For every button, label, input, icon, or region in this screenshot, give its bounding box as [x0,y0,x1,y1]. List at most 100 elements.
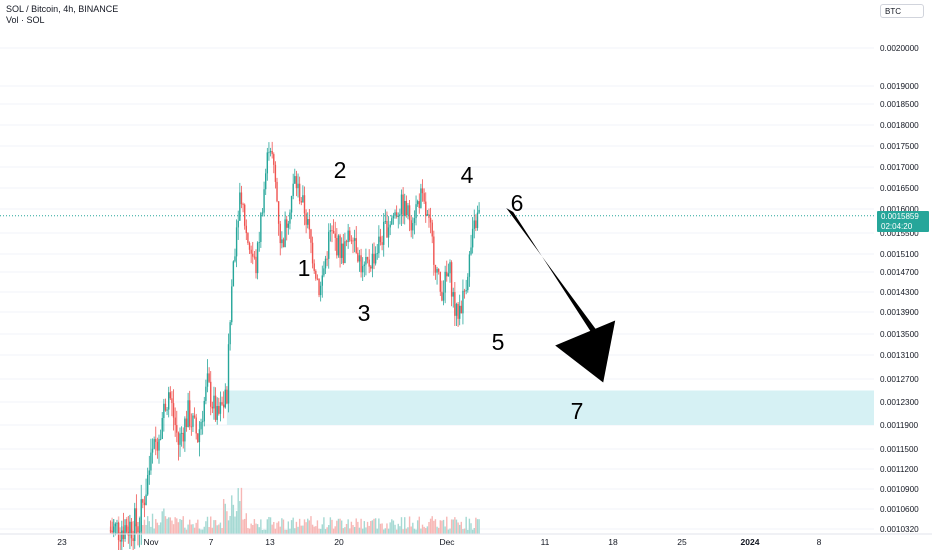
candle-body-99 [269,150,272,153]
candle-body-133 [324,258,327,269]
volume-bar-41 [176,518,178,534]
candle-body-62 [210,381,212,407]
volume-bar-78 [235,511,238,534]
candle-body-24 [148,470,150,476]
candle-body-89 [253,256,256,258]
volume-bar-141 [337,518,340,534]
candle-body-65 [214,395,217,420]
volume-bar-109 [286,529,288,534]
candle-body-96 [265,173,267,190]
volume-bar-210 [449,528,451,534]
volume-bar-186 [410,526,412,534]
candle-body-85 [247,233,249,243]
candle-body-131 [321,275,323,286]
candle-body-157 [363,264,366,267]
candle-body-194 [423,193,425,202]
candle-body-212 [452,292,454,297]
volume-bar-222 [468,518,471,534]
volume-bar-154 [358,527,361,534]
candle-body-200 [433,236,435,265]
volume-bar-25 [150,526,152,534]
candle-body-94 [261,212,264,214]
candle-body-14 [132,538,134,542]
candle-body-4 [116,522,118,524]
volume-bar-173 [389,522,391,534]
volume-bar-219 [463,528,466,534]
volume-bar-44 [180,519,183,534]
candle-body-74 [229,322,231,345]
candle-body-57 [201,421,204,423]
volume-bar-124 [310,516,312,534]
price-tick-label-11: 0.0014300 [880,288,919,297]
volume-bar-143 [340,520,343,534]
volume-bar-102 [274,528,277,534]
candle-body-100 [271,150,273,155]
price-tick-label-18: 0.0011500 [880,445,919,454]
candle-body-13 [130,521,133,539]
volume-bar-120 [303,519,306,534]
volume-bar-95 [263,529,265,534]
candle-body-189 [415,204,417,219]
candle-body-40 [174,417,176,426]
volume-bar-131 [321,524,323,534]
candle-body-79 [237,220,239,228]
last-price-value: 0.0015859 [881,212,919,221]
target-zone [226,390,874,425]
volume-bar-156 [362,528,364,534]
price-tick-label-15: 0.0012700 [880,375,919,384]
volume-bar-115 [295,521,298,534]
candle-body-107 [282,239,285,248]
volume-bar-126 [313,526,315,534]
volume-bar-133 [324,529,327,534]
candle-body-76 [232,261,235,287]
candle-body-210 [449,262,451,274]
candle-body-104 [277,201,280,224]
candle-body-215 [457,303,459,319]
volume-bar-39 [172,524,175,534]
time-tick-label-1: Nov [143,537,159,547]
candle-body-134 [326,258,328,260]
volume-bar-84 [245,513,247,534]
candle-body-78 [235,227,238,257]
candle-body-183 [405,200,408,216]
wave-label-6: 6 [511,190,524,216]
currency-badge[interactable]: BTC [880,4,924,18]
wave-label-3: 3 [358,300,371,326]
candle-body-185 [408,205,411,221]
candle-body-3 [114,523,117,527]
candle-body-170 [384,221,387,222]
candle-body-192 [420,188,422,208]
volume-bar-217 [460,521,463,534]
candle-body-2 [113,526,115,533]
time-tick-label-8: 25 [677,537,687,547]
volume-bar-155 [360,518,362,534]
candle-body-67 [218,405,220,414]
candle-body-147 [347,230,349,243]
volume-bar-139 [334,526,336,534]
volume-bar-213 [454,517,456,534]
candle-body-171 [386,221,388,238]
volume-bar-198 [429,518,432,534]
candle-body-135 [328,231,330,259]
volume-bar-106 [281,518,283,534]
volume-bar-91 [256,524,259,534]
candle-body-148 [349,230,351,241]
candle-body-110 [287,223,290,228]
price-tick-label-1: 0.0019000 [880,82,919,91]
candle-body-152 [355,238,357,253]
time-axis[interactable]: 23 Nov 7 13 20 Dec 11 18 25 2024 8 [0,533,932,547]
candle-body-49 [189,400,191,427]
volume-bar-87 [250,523,252,534]
candle-body-108 [284,219,286,248]
candle-body-177 [395,212,398,217]
volume-bar-122 [307,518,309,534]
candle-body-73 [227,344,230,404]
volume-bar-90 [255,523,257,534]
volume-bar-138 [332,528,335,534]
price-axis[interactable]: 0.0020000 0.0019000 0.0018500 0.0018000 0.00… [874,0,932,550]
candle-body-36 [168,392,170,410]
volume-bar-40 [174,517,176,534]
volume-bar-70 [222,499,225,534]
candle-body-44 [180,432,183,434]
